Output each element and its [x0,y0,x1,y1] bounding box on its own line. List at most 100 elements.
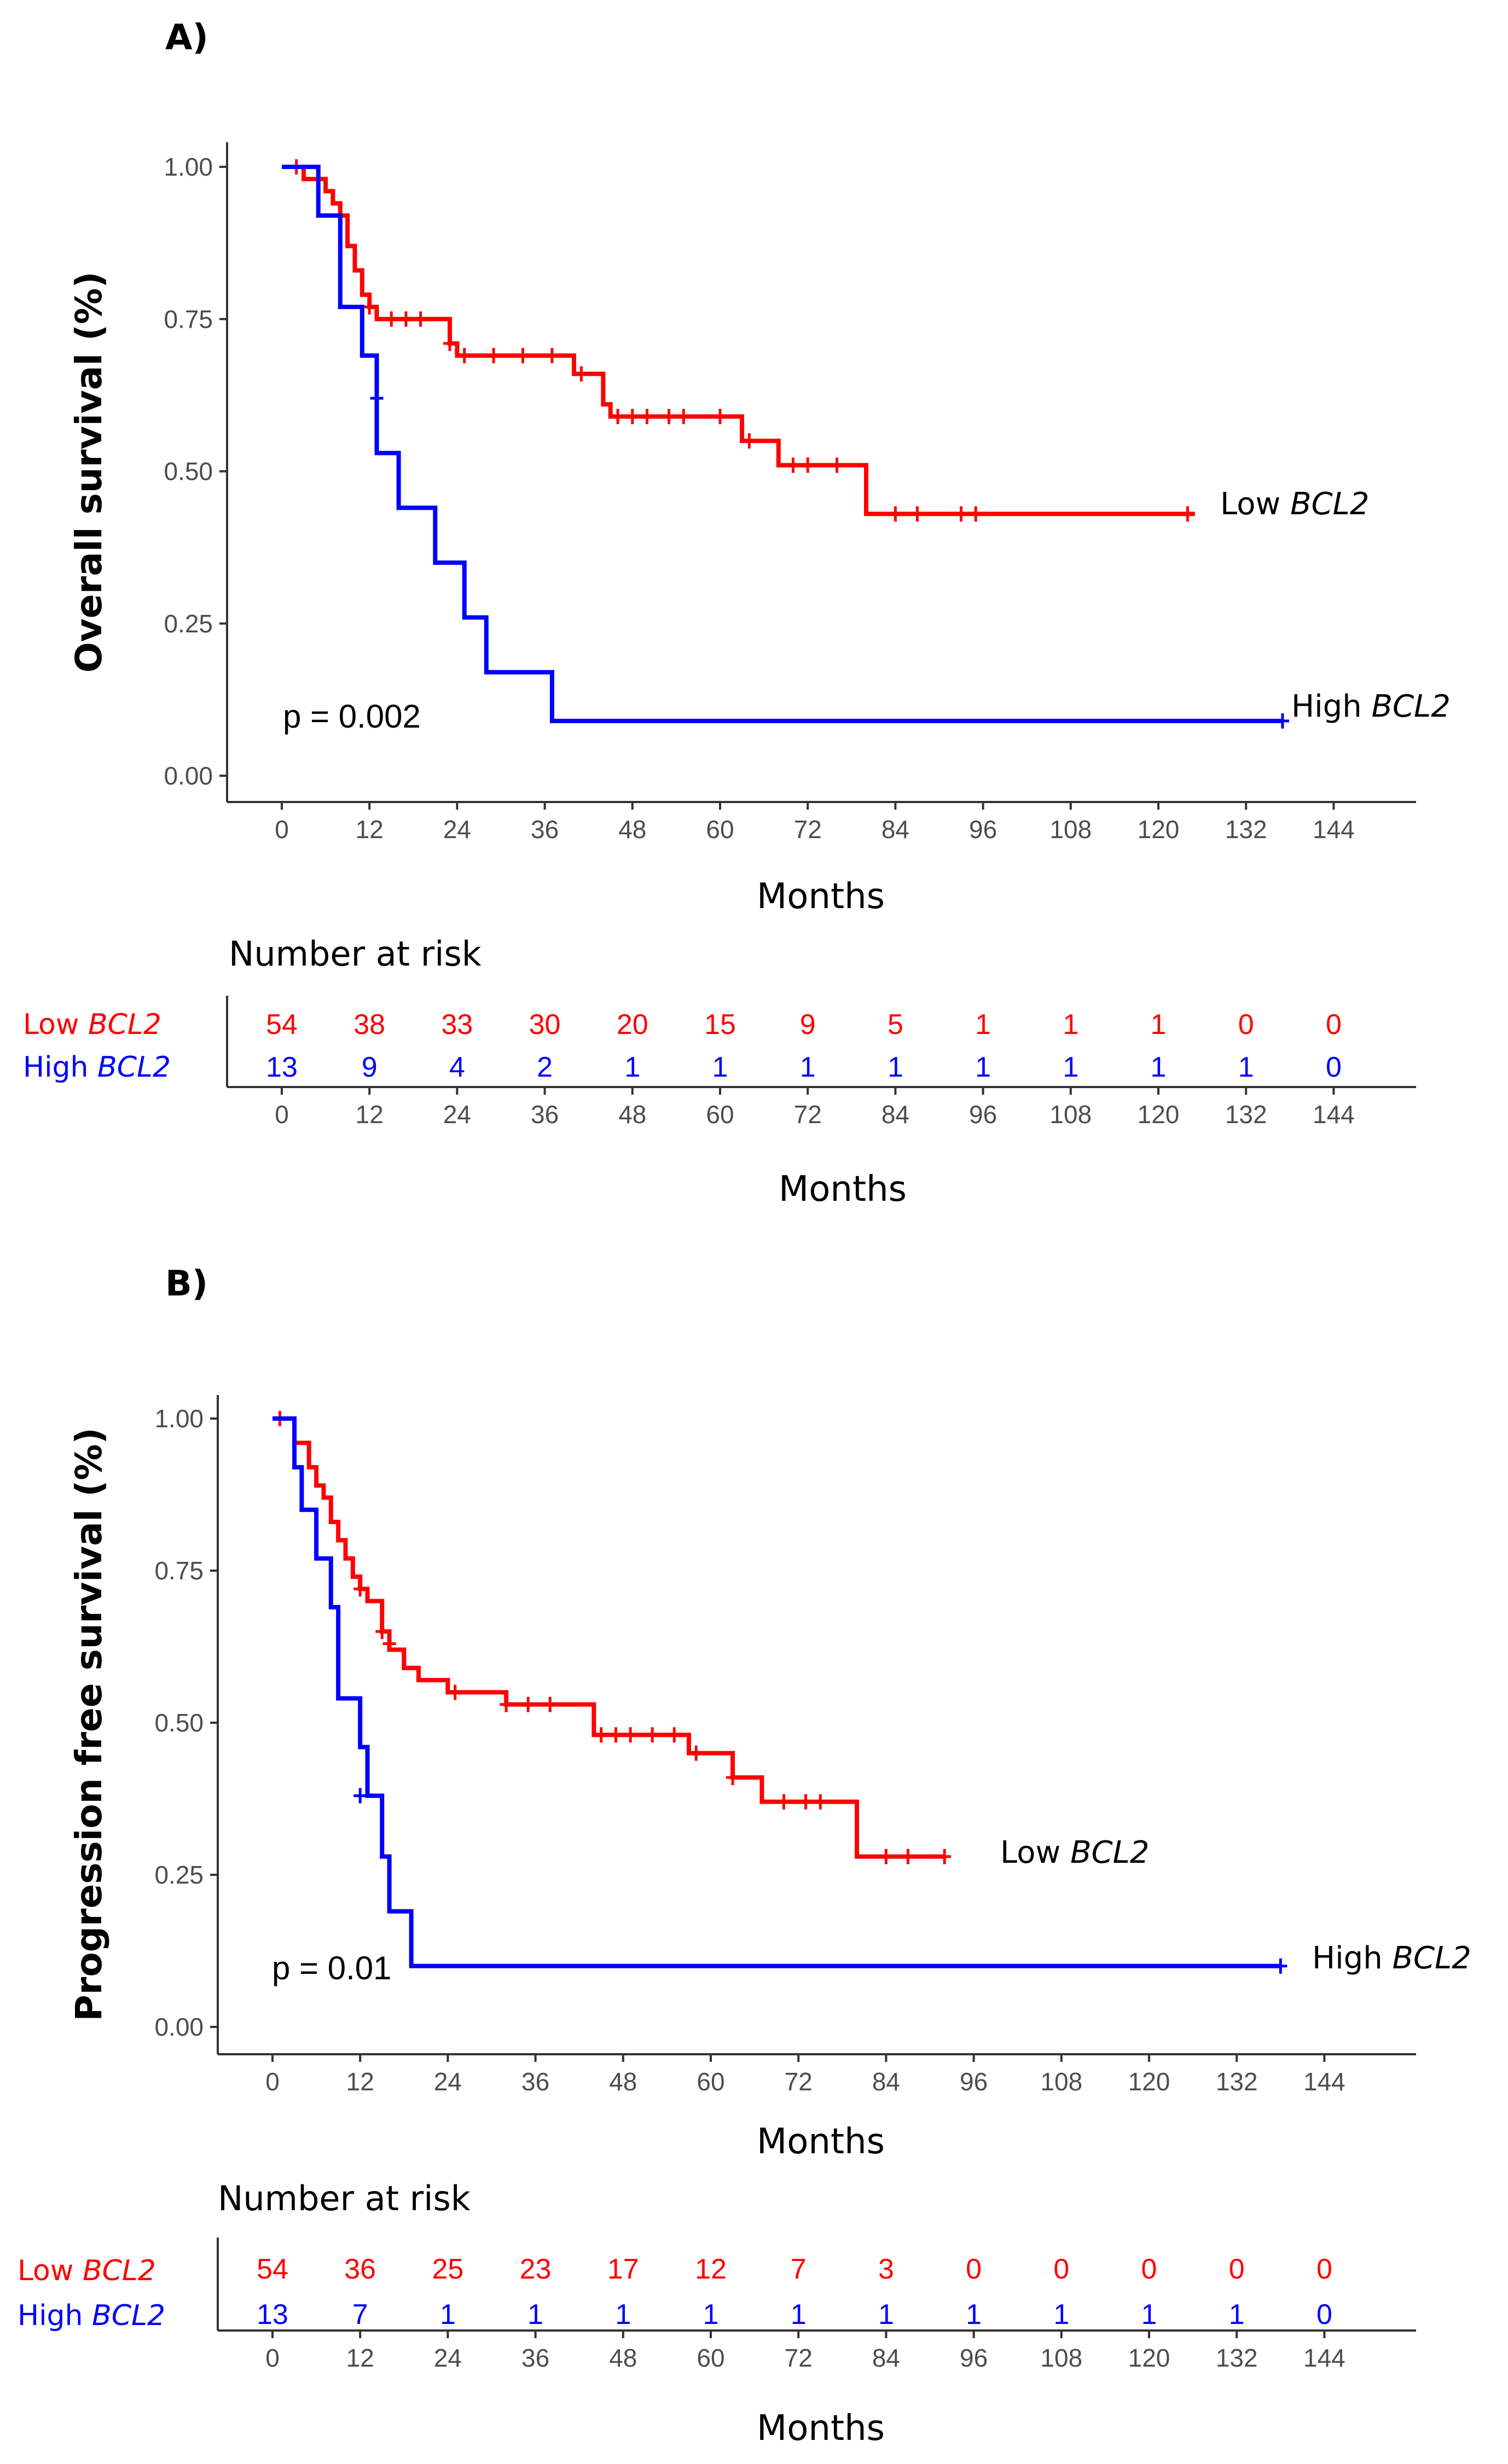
panel-b-risk-low-label: Low BCL2 [18,2254,156,2287]
risk-x-tick-label: 72 [785,2344,813,2372]
panel-a-x-ticks: 0 12 24 36 48 60 72 84 96 108 120 132 144 [275,802,1355,844]
low-censor-mark [640,409,654,425]
panel-b-risk-values: 54 36 25 23 17 12 7 3 0 0 0 0 0 13 7 1 1 1 1 1 1 1 1 1 1 0 [257,2253,1332,2331]
high-risk-value: 1 [888,1051,903,1083]
low-risk-value: 5 [888,1009,903,1041]
low-risk-value: 33 [441,1009,473,1041]
low-risk-value: 1 [975,1009,991,1041]
x-tick-label: 144 [1313,815,1355,844]
low-censor-mark [543,1696,557,1712]
x-tick-label: 0 [265,2067,280,2096]
panel-a: A) 0.000.250.500.751.00 0 12 24 36 48 60 72 84 9… [23,18,1451,1210]
low-risk-value: 0 [966,2253,982,2285]
panel-b-x-title: Months [757,2122,885,2162]
low-censor-mark [801,457,815,473]
x-tick-label: 96 [960,2067,988,2096]
panel-a-y-title: Overall survival (%) [68,271,110,672]
panel-a-plot: 0.00 0.25 0.50 0.75 1.00 0 12 24 36 48 60 72 84 96 10… [68,142,1451,917]
x-tick-label: 72 [794,815,822,844]
panel-a-low-label-gene: BCL2 [1290,486,1369,522]
risk-x-tick-label: 60 [706,1100,734,1129]
low-censor-mark [786,457,800,473]
panel-a-low-label-name: Low [1220,486,1280,522]
x-tick-label: 48 [618,815,646,844]
high-risk-value: 0 [1316,2299,1332,2331]
low-censor-mark [814,1794,827,1810]
high-risk-value: 9 [362,1051,378,1083]
panel-b-low-label-name: Low [1000,1835,1060,1870]
panel-a-risk-high-name: High [23,1051,97,1084]
panel-b-y-title: Progression free survival (%) [68,1427,110,2021]
low-risk-value: 38 [353,1009,385,1041]
panel-a-risk-low-name: Low [23,1008,88,1041]
panel-b-y-ticks: 0.00 0.25 0.50 0.75 1.00 [154,1404,218,2041]
high-risk-value: 1 [712,1051,728,1083]
low-censor-mark [901,1849,915,1864]
panel-a-risk-x-title: Months [779,1169,907,1210]
low-survival-curve [272,1416,945,1859]
panel-b-plot: 0.00 0.25 0.50 0.75 1.00 0 12 24 36 48 60 72 84 96 10… [68,1395,1471,2162]
low-risk-value: 7 [791,2253,807,2285]
panel-b-curves [272,1411,1287,1974]
low-censor-mark [385,311,398,327]
risk-x-tick-label: 144 [1313,1100,1355,1129]
low-risk-value: 9 [800,1009,816,1041]
high-risk-value: 1 [1053,2299,1069,2331]
high-risk-value: 1 [975,1051,991,1083]
low-risk-value: 0 [1238,1009,1254,1041]
panel-a-x-title: Months [757,876,885,917]
low-censor-mark [830,457,844,473]
y-tick-label: 1.00 [154,1404,204,1433]
low-censor-mark [353,1581,367,1597]
high-risk-value: 1 [1141,2299,1157,2331]
high-risk-value: 1 [800,1051,816,1083]
panel-b-risk-low-name: Low [18,2254,83,2287]
low-censor-mark [611,409,625,425]
panel-a-risk-x-ticks: 0 12 24 36 48 60 72 84 96 108 120 132 144 [275,1087,1355,1129]
low-censor-mark [714,409,727,425]
high-risk-value: 7 [352,2299,368,2331]
low-risk-value: 15 [704,1009,736,1041]
risk-x-tick-label: 36 [521,2344,549,2372]
low-censor-mark [625,409,639,425]
low-censor-mark [879,1849,893,1864]
low-censor-mark [414,311,427,327]
y-tick-label: 0.00 [164,762,213,790]
x-tick-label: 120 [1138,815,1180,844]
x-tick-label: 84 [872,2067,900,2096]
low-censor-mark [726,1770,740,1786]
low-risk-value: 1 [1151,1009,1167,1041]
risk-x-tick-label: 36 [531,1100,559,1129]
y-tick-label: 0.75 [164,305,213,333]
risk-x-tick-label: 12 [356,1100,384,1129]
low-censor-mark [545,348,559,364]
high-risk-value: 1 [1238,1051,1254,1083]
panel-b-risk-high-name: High [18,2299,92,2332]
high-risk-value: 13 [266,1051,298,1083]
low-censor-mark [799,1794,813,1810]
x-tick-label: 96 [969,815,997,844]
low-risk-value: 3 [878,2253,894,2285]
low-survival-curve [282,165,1195,516]
low-censor-mark [938,1849,952,1864]
low-censor-mark [575,366,588,382]
panel-a-high-label-name: High [1291,689,1362,724]
panel-b-label: B) [165,1264,208,1304]
panel-b-risk-high-gene: BCL2 [92,2299,165,2332]
risk-x-tick-label: 12 [346,2344,374,2372]
y-tick-label: 0.25 [154,1861,204,1889]
risk-x-tick-label: 24 [443,1100,471,1129]
y-tick-label: 0.00 [154,2013,204,2041]
panel-b-low-label: Low BCL2 [1000,1835,1149,1870]
x-tick-label: 0 [275,815,289,844]
low-risk-value: 54 [266,1009,298,1041]
risk-x-tick-label: 0 [275,1100,289,1129]
risk-x-tick-label: 132 [1225,1100,1267,1129]
panel-b-risk-x-title: Months [757,2408,885,2449]
low-censor-mark [689,1745,703,1761]
high-risk-value: 1 [615,2299,631,2331]
panel-a-risk-low-label: Low BCL2 [23,1008,161,1041]
risk-x-tick-label: 96 [960,2344,988,2372]
low-censor-mark [954,506,968,522]
low-risk-value: 23 [520,2253,552,2285]
